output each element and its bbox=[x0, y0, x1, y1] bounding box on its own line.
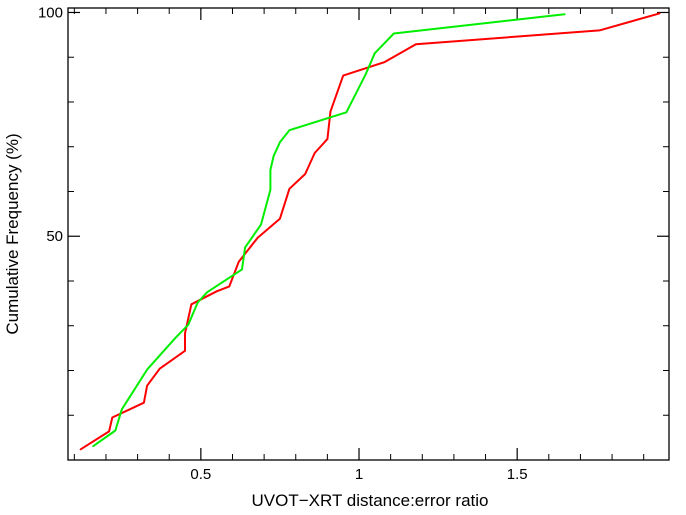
x-tick-label: 1 bbox=[355, 466, 363, 483]
series-line-2 bbox=[92, 13, 566, 448]
y-tick-label: 50 bbox=[46, 228, 63, 245]
y-tick-label: 100 bbox=[38, 4, 63, 21]
y-axis-title: Cumulative Frequency (%) bbox=[3, 133, 22, 334]
x-axis-title: UVOT−XRT distance:error ratio bbox=[252, 491, 489, 510]
axis-tick-labels: 0.5 1 1.5 50 100 bbox=[38, 4, 528, 483]
plot-frame bbox=[67, 7, 670, 461]
series-line-1 bbox=[79, 12, 661, 451]
axis-ticks bbox=[68, 8, 669, 460]
series-layer bbox=[79, 12, 661, 451]
x-tick-label: 1.5 bbox=[507, 466, 528, 483]
x-tick-label: 0.5 bbox=[190, 466, 211, 483]
